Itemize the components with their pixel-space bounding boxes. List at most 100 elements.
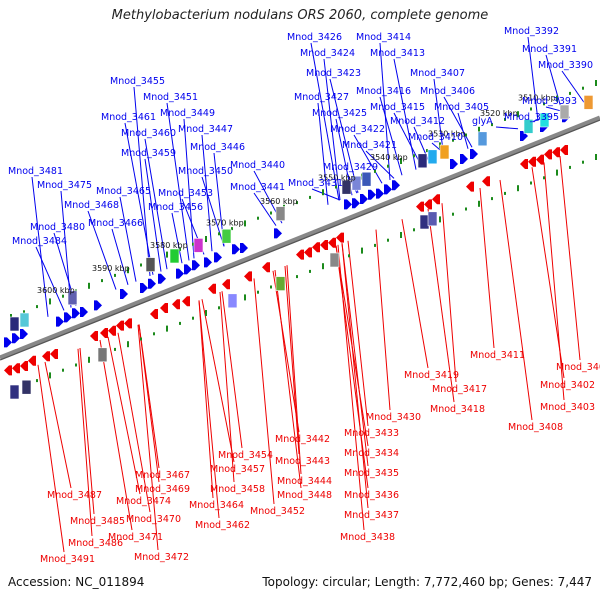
feature-block [275,276,286,291]
forward-gene-label: Mnod_3407 [410,68,465,79]
forward-gene-arrow [140,283,148,293]
forward-gene-label: Mnod_3410 [408,132,463,143]
reverse-gene-arrow [520,159,528,169]
tick-mark [205,310,207,316]
forward-gene-label: Mnod_3422 [330,124,385,135]
forward-gene-label: Mnod_3475 [37,180,92,191]
forward-leader-line [111,228,129,285]
tick-mark [166,251,168,258]
tick-mark [582,86,584,90]
forward-gene-label: Mnod_3440 [230,160,285,171]
tick-mark [569,165,571,169]
forward-gene-arrow [80,307,88,317]
feature-block [427,149,438,165]
forward-gene-arrow [64,312,72,323]
forward-leader-line [253,192,277,226]
reverse-leader-line [117,332,151,513]
reverse-leader-line [198,300,214,499]
reverse-leader-line [341,243,369,467]
tick-mark [478,200,480,207]
tick-mark [218,306,220,310]
reverse-gene-label: Mnod_3485 [70,516,125,527]
tick-mark [556,169,558,176]
forward-leader-line [561,70,585,103]
reverse-gene-arrow [552,147,560,158]
reverse-gene-label: Mnod_3457 [210,464,265,475]
reverse-gene-arrow [12,363,20,374]
tick-mark [49,372,51,379]
forward-gene-arrow [56,316,64,327]
reverse-gene-arrow [560,145,568,155]
scale-label: 3550 kbp [318,174,356,183]
feature-block [419,214,430,230]
forward-gene-arrow [120,289,128,299]
tick-mark [62,368,64,372]
reverse-leader-line [531,167,565,379]
tick-mark [530,181,532,185]
forward-gene-arrow [94,300,102,311]
tick-mark [322,263,324,270]
reverse-gene-arrow [432,194,440,205]
scale-label: 3570 kbp [206,218,244,227]
tick-mark [244,220,246,227]
reverse-leader-line [201,299,235,463]
feature-block [21,379,32,395]
tick-mark [335,185,337,189]
forward-leader-line [393,58,417,170]
tick-mark [452,212,454,216]
reverse-gene-arrow [28,355,36,366]
forward-gene-label: Mnod_3426 [287,32,342,43]
forward-leader-line [495,126,519,130]
forward-gene-label: Mnod_3405 [434,102,489,113]
tick-mark [88,282,90,289]
tick-mark [192,242,194,246]
reverse-gene-arrow [108,325,116,336]
tick-mark [153,332,155,336]
forward-gene-label: Mnod_3465 [96,186,151,197]
reverse-leader-line [347,240,369,427]
reverse-gene-arrow [536,154,544,165]
forward-leader-line [144,158,162,272]
tick-mark [452,138,454,142]
reverse-gene-arrow [150,309,158,319]
reverse-leader-line [559,155,581,361]
forward-gene-label: Mnod_3423 [306,68,361,79]
reverse-gene-label: Mnod_3454 [218,450,273,461]
reverse-gene-label: Mnod_3408 [508,422,563,433]
tick-mark [218,232,220,236]
forward-gene-label: Mnod_3391 [522,44,577,55]
tick-mark [517,111,519,118]
forward-gene-label: Mnod_3431 [288,178,343,189]
forward-gene-label: Mnod_3468 [64,200,119,211]
reverse-gene-arrow [116,320,124,331]
tick-mark [504,191,506,195]
tick-mark [179,247,181,251]
feature-block [145,257,156,272]
forward-gene-arrow [384,184,392,195]
tick-mark [361,247,363,254]
reverse-gene-label: Mnod_3458 [210,484,265,495]
forward-gene-arrow [158,273,166,284]
forward-gene-label: Mnod_3421 [342,140,397,151]
forward-gene-label: Mnod_3460 [121,128,176,139]
reverse-gene-arrow [416,201,424,212]
forward-gene-label: Mnod_3414 [356,32,411,43]
reverse-gene-label: Mnod_3486 [68,538,123,549]
tick-mark [179,321,181,325]
forward-gene-arrow [204,257,212,268]
reverse-gene-arrow [20,361,28,371]
reverse-gene-arrow [90,331,98,341]
tick-mark [257,216,259,220]
reverse-gene-arrow [544,149,552,160]
reverse-leader-line [272,270,300,433]
forward-gene-label: Mnod_3466 [88,218,143,229]
scale-label: 3510 kbp [518,94,556,103]
reverse-gene-label: Mnod_3442 [275,434,330,445]
tick-mark [387,164,389,168]
reverse-gene-label: Mnod_3474 [116,496,171,507]
reverse-leader-line [441,203,457,383]
tick-mark [140,263,142,267]
forward-leader-line [60,190,72,308]
reverse-gene-label: Mnod_3464 [189,500,244,511]
forward-leader-line [201,176,225,247]
